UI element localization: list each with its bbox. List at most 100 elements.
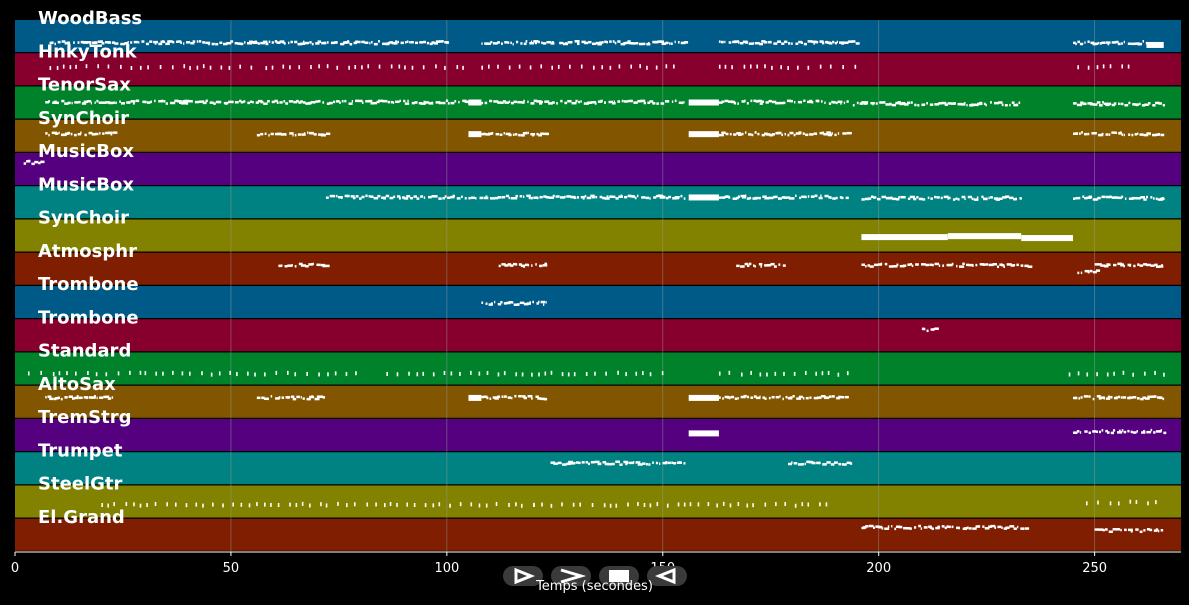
note — [683, 462, 686, 465]
note-tick — [107, 64, 110, 69]
note — [807, 40, 813, 43]
note — [507, 396, 512, 399]
note — [926, 101, 928, 105]
note — [497, 41, 500, 44]
note — [918, 197, 923, 201]
note — [544, 100, 550, 103]
note — [483, 395, 488, 399]
note-tick — [462, 65, 464, 70]
note — [177, 100, 182, 103]
note — [1157, 133, 1161, 136]
note — [132, 102, 135, 105]
note — [832, 197, 836, 200]
note — [964, 527, 968, 530]
note — [846, 131, 852, 135]
note — [733, 101, 737, 105]
play-button[interactable] — [503, 566, 543, 586]
note — [511, 396, 513, 400]
note — [102, 101, 107, 104]
note — [492, 42, 498, 45]
note — [637, 99, 643, 103]
note — [559, 41, 564, 45]
note-tick — [247, 371, 249, 376]
track-label: Trombone — [38, 274, 139, 295]
note — [429, 42, 433, 46]
note — [264, 132, 267, 136]
note — [1079, 431, 1082, 434]
note — [556, 102, 558, 105]
note — [834, 41, 837, 45]
note — [415, 41, 419, 45]
note — [407, 99, 409, 103]
note-tick — [294, 372, 297, 377]
note — [325, 132, 331, 136]
note — [107, 397, 112, 400]
note — [1155, 528, 1159, 531]
note — [1140, 397, 1144, 401]
note — [397, 40, 399, 44]
note — [461, 195, 463, 199]
note — [1024, 527, 1030, 530]
note — [597, 462, 602, 466]
note — [683, 101, 685, 104]
note — [578, 461, 581, 465]
note — [652, 102, 656, 105]
note-tick — [254, 372, 256, 377]
note — [505, 194, 510, 198]
note — [218, 100, 221, 104]
stop-button[interactable] — [599, 566, 639, 586]
note — [64, 102, 69, 105]
note — [1092, 198, 1098, 201]
note — [546, 40, 552, 44]
note — [988, 525, 992, 528]
note-block — [688, 131, 719, 138]
note — [494, 196, 499, 200]
note — [734, 397, 738, 400]
note-tick — [185, 503, 188, 508]
note — [80, 131, 82, 135]
note — [418, 101, 423, 105]
forward-button[interactable] — [551, 566, 591, 586]
track-band — [15, 53, 1181, 86]
note — [997, 525, 1002, 529]
note — [825, 40, 829, 44]
note — [1087, 270, 1090, 274]
note — [425, 101, 430, 104]
note — [288, 41, 290, 45]
note — [873, 263, 879, 267]
note — [400, 41, 404, 45]
note — [777, 131, 782, 135]
note-tick — [210, 372, 213, 377]
note — [489, 99, 493, 103]
note — [1079, 42, 1084, 46]
note — [824, 101, 826, 105]
note — [1158, 430, 1162, 433]
note-tick — [133, 502, 135, 507]
note-tick — [117, 371, 120, 376]
note — [89, 42, 91, 46]
note — [88, 131, 93, 135]
note — [811, 40, 817, 44]
note — [606, 195, 609, 198]
note-tick — [337, 501, 339, 506]
track-label: Trombone — [38, 307, 139, 328]
note — [974, 103, 979, 107]
note — [398, 197, 401, 200]
note — [557, 461, 562, 465]
note — [1092, 397, 1095, 401]
note-tick — [673, 64, 675, 69]
note — [1139, 530, 1143, 534]
note — [504, 41, 508, 44]
note — [736, 132, 741, 135]
note — [501, 42, 503, 45]
note — [1149, 132, 1151, 136]
note — [373, 42, 378, 46]
note — [190, 100, 193, 103]
note — [759, 395, 761, 399]
note — [271, 41, 274, 44]
note — [740, 265, 745, 268]
note-tick — [450, 371, 453, 376]
back-button[interactable] — [647, 566, 687, 586]
note — [748, 42, 754, 45]
